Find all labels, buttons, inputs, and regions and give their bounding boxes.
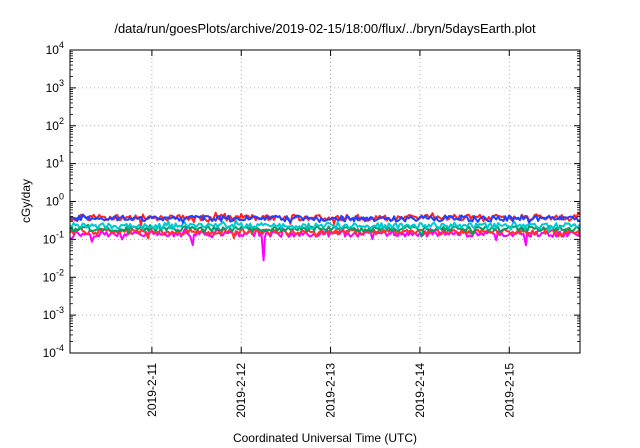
- series-layer: [69, 211, 581, 262]
- y-tick-label: 103: [46, 78, 64, 95]
- y-axis: 10-4 10-3 10-2 10-1 100 101 102 103 104: [43, 40, 580, 360]
- x-tick-label: 2019-2-12: [234, 363, 248, 418]
- series-line: [69, 213, 581, 224]
- x-tick-label: 2019-2-14: [413, 363, 427, 418]
- x-axis-label: Coordinated Universal Time (UTC): [233, 431, 417, 445]
- y-tick-label: 102: [46, 116, 64, 133]
- x-tick-label: 2019-2-13: [324, 363, 338, 418]
- series-line: [69, 219, 581, 233]
- y-tick-label: 10-2: [43, 267, 64, 284]
- x-axis: 2019-2-11 2019-2-12 2019-2-13 2019-2-14 2019…: [145, 50, 516, 418]
- y-tick-label: 10-1: [43, 229, 64, 246]
- y-tick-label: 101: [46, 154, 64, 171]
- chart-title: /data/run/goesPlots/archive/2019-02-15/1…: [114, 21, 536, 36]
- y-axis-label: cGy/day: [19, 179, 33, 223]
- x-tick-label: 2019-2-11: [145, 363, 159, 417]
- series-line: [69, 223, 581, 238]
- y-tick-label: 104: [46, 40, 64, 57]
- grid: [70, 50, 580, 353]
- y-tick-label: 10-4: [43, 343, 64, 360]
- y-tick-label: 10-3: [43, 305, 64, 322]
- x-tick-label: 2019-2-15: [502, 363, 516, 418]
- y-tick-label: 100: [46, 192, 64, 209]
